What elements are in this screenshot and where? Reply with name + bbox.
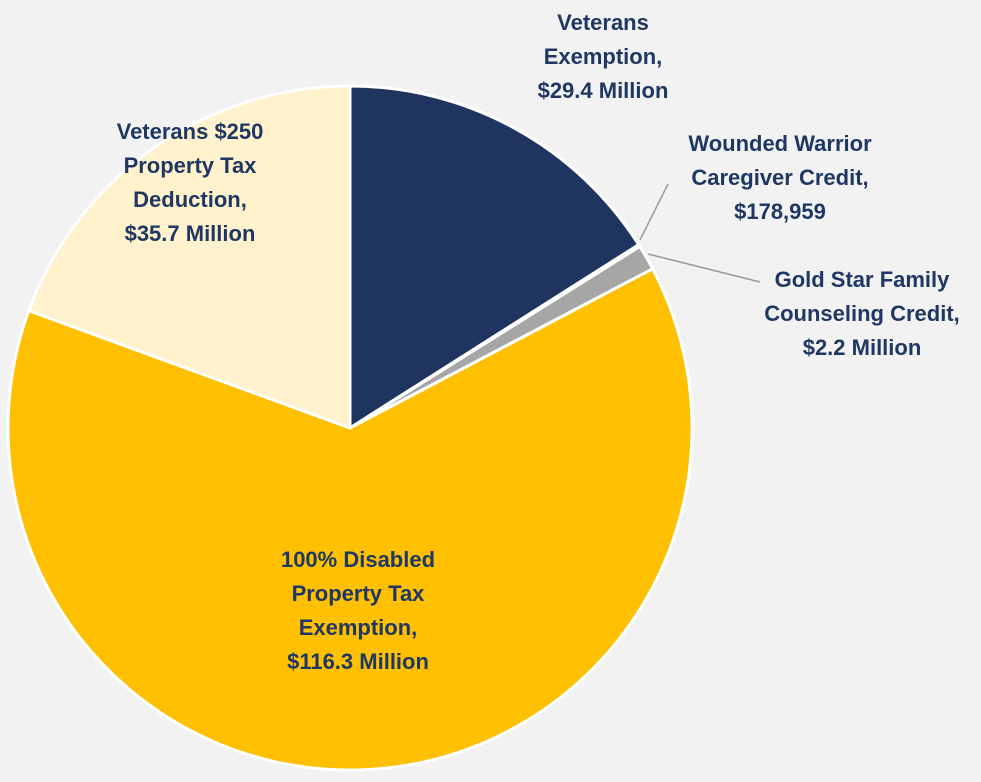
slice-label-line: $2.2 Million — [803, 335, 922, 360]
slice-label-line: Exemption, — [299, 615, 418, 640]
leader-lines-layer — [639, 183, 761, 283]
slice-label-line: $116.3 Million — [287, 649, 429, 674]
slice-label-line: Deduction, — [133, 187, 247, 212]
pie-slice-100-disabled-property-tax-exemption — [6, 267, 694, 772]
pie-slice-veterans-exemption — [348, 84, 641, 430]
leader-line-wounded-warrior-caregiver-credit — [639, 183, 669, 241]
slice-label-line: Counseling Credit, — [764, 301, 960, 326]
leader-line-gold-star-family-counseling-credit — [647, 253, 761, 283]
slice-label-gold-star-family-counseling-credit: Gold Star Family Counseling Credit, $2.2 M… — [764, 267, 960, 360]
slice-label-line: Exemption, — [544, 44, 663, 69]
slices-layer — [6, 84, 694, 772]
slice-label-line: Veterans — [557, 10, 649, 35]
slice-label-line: Property Tax — [292, 581, 426, 606]
slice-label-line: Property Tax — [124, 153, 258, 178]
slice-label-line: Wounded Warrior — [688, 131, 872, 156]
slice-label-line: Gold Star Family — [775, 267, 951, 292]
slice-label-veterans-250-property-tax-deduction: Veterans $250 Property Tax Deduction, $35.7… — [117, 119, 264, 246]
slice-label-wounded-warrior-caregiver-credit: Wounded Warrior Caregiver Credit, $178,959 — [688, 131, 872, 224]
slice-label-line: $35.7 Million — [125, 221, 256, 246]
slice-label-line: Caregiver Credit, — [691, 165, 868, 190]
slice-label-line: Veterans $250 — [117, 119, 264, 144]
slice-label-line: $29.4 Million — [538, 78, 669, 103]
labels-layer: Veterans Exemption, $29.4 Million Wounded W… — [117, 10, 960, 674]
slice-label-line: $178,959 — [734, 199, 826, 224]
slice-label-line: 100% Disabled — [281, 547, 435, 572]
slice-label-100-disabled-property-tax-exemption: 100% Disabled Property Tax Exemption, $116.… — [281, 547, 435, 674]
slice-label-veterans-exemption: Veterans Exemption, $29.4 Million — [538, 10, 669, 103]
pie-slice-veterans-250-property-tax-deduction — [27, 84, 352, 430]
